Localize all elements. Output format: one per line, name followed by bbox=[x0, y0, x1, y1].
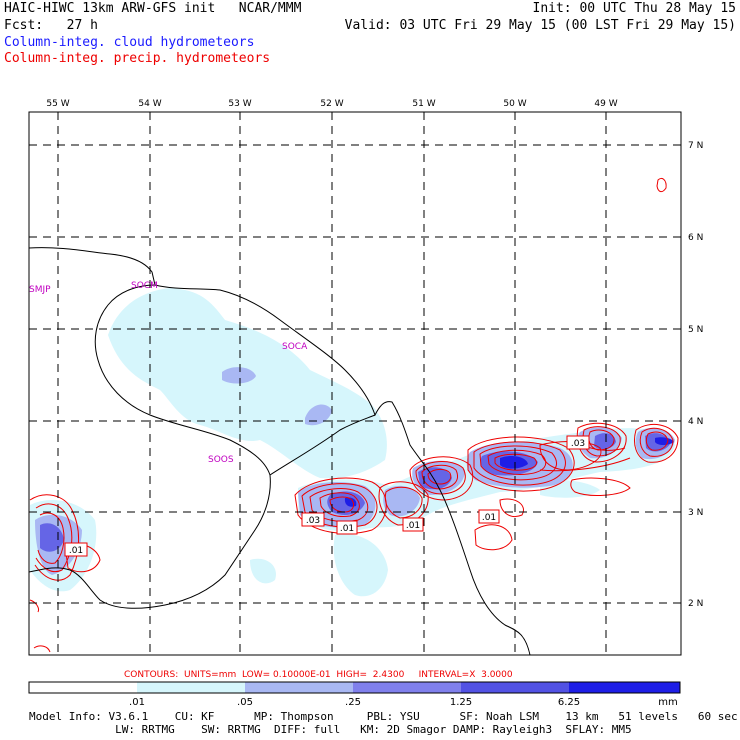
lat-lon-grid bbox=[29, 112, 681, 655]
colorbar-tick: 1.25 bbox=[450, 697, 472, 708]
colorbar-tick: 6.25 bbox=[558, 697, 580, 708]
colorbar-tick: .05 bbox=[237, 697, 253, 708]
contour-label: .01 bbox=[482, 513, 496, 523]
lat-label: 6 N bbox=[688, 233, 703, 243]
contour-label: .01 bbox=[406, 521, 420, 531]
lat-label: 5 N bbox=[688, 325, 703, 335]
colorbar-bin bbox=[461, 682, 569, 693]
field-label-cloud: Column-integ. cloud hydrometeors bbox=[4, 35, 255, 50]
station-label: SMJP bbox=[29, 285, 51, 295]
station-label: SOCA bbox=[282, 342, 308, 352]
contour-label: .03 bbox=[571, 439, 585, 449]
valid-time: Valid: 03 UTC Fri 29 May 15 (00 LST Fri … bbox=[344, 18, 736, 33]
lat-label: 7 N bbox=[688, 141, 703, 151]
contour-label: .01 bbox=[69, 546, 83, 556]
colorbar-bin bbox=[245, 682, 353, 693]
lat-label: 4 N bbox=[688, 417, 703, 427]
longitude-labels: 55 W 54 W 53 W 52 W 51 W 50 W 49 W bbox=[46, 99, 617, 109]
model-info-line2: LW: RRTMG SW: RRTMG DIFF: full KM: 2D Sm… bbox=[29, 723, 632, 736]
lon-label: 53 W bbox=[228, 99, 251, 109]
plot-title: HAIC-HIWC 13km ARW-GFS init NCAR/MMM bbox=[4, 1, 302, 16]
station-label: SOOS bbox=[208, 455, 234, 465]
map-frame bbox=[28, 111, 682, 656]
colorbar-tick: .01 bbox=[129, 697, 145, 708]
model-info-line1: Model Info: V3.6.1 CU: KF MP: Thompson P… bbox=[29, 710, 738, 723]
lon-label: 55 W bbox=[46, 99, 69, 109]
contour-labels: .03 .01 .01 .03 .01 .01 bbox=[64, 435, 590, 557]
lon-label: 54 W bbox=[138, 99, 161, 109]
cloud-shading-core bbox=[344, 437, 674, 507]
lon-label: 50 W bbox=[503, 99, 526, 109]
latitude-labels: 7 N 6 N 5 N 4 N 3 N 2 N bbox=[688, 141, 703, 609]
lon-label: 52 W bbox=[320, 99, 343, 109]
colorbar: .01 .05 .25 1.25 6.25 mm bbox=[28, 681, 681, 708]
coastline bbox=[28, 247, 531, 656]
station-labels: SMJP SOCM SOCA SOOS bbox=[29, 281, 308, 465]
colorbar-bin bbox=[353, 682, 461, 693]
frame-ticks bbox=[57, 112, 681, 604]
lat-label: 3 N bbox=[688, 508, 703, 518]
station-label: SOCM bbox=[131, 281, 158, 291]
contour-info: CONTOURS: UNITS=mm LOW= 0.10000E-01 HIGH… bbox=[124, 670, 513, 680]
lat-label: 2 N bbox=[688, 599, 703, 609]
contour-label: .03 bbox=[306, 516, 320, 526]
lon-label: 49 W bbox=[594, 99, 617, 109]
colorbar-tick: .25 bbox=[345, 697, 361, 708]
colorbar-unit: mm bbox=[658, 697, 677, 708]
colorbar-bin bbox=[569, 682, 680, 693]
map-panel bbox=[28, 111, 682, 656]
contour-label: .01 bbox=[340, 524, 354, 534]
forecast-hour: Fcst: 27 h bbox=[4, 18, 98, 33]
colorbar-bin bbox=[137, 682, 245, 693]
field-label-precip: Column-integ. precip. hydrometeors bbox=[4, 51, 271, 66]
init-time: Init: 00 UTC Thu 28 May 15 bbox=[532, 1, 737, 16]
colorbar-bin bbox=[29, 682, 137, 693]
lon-label: 51 W bbox=[412, 99, 435, 109]
